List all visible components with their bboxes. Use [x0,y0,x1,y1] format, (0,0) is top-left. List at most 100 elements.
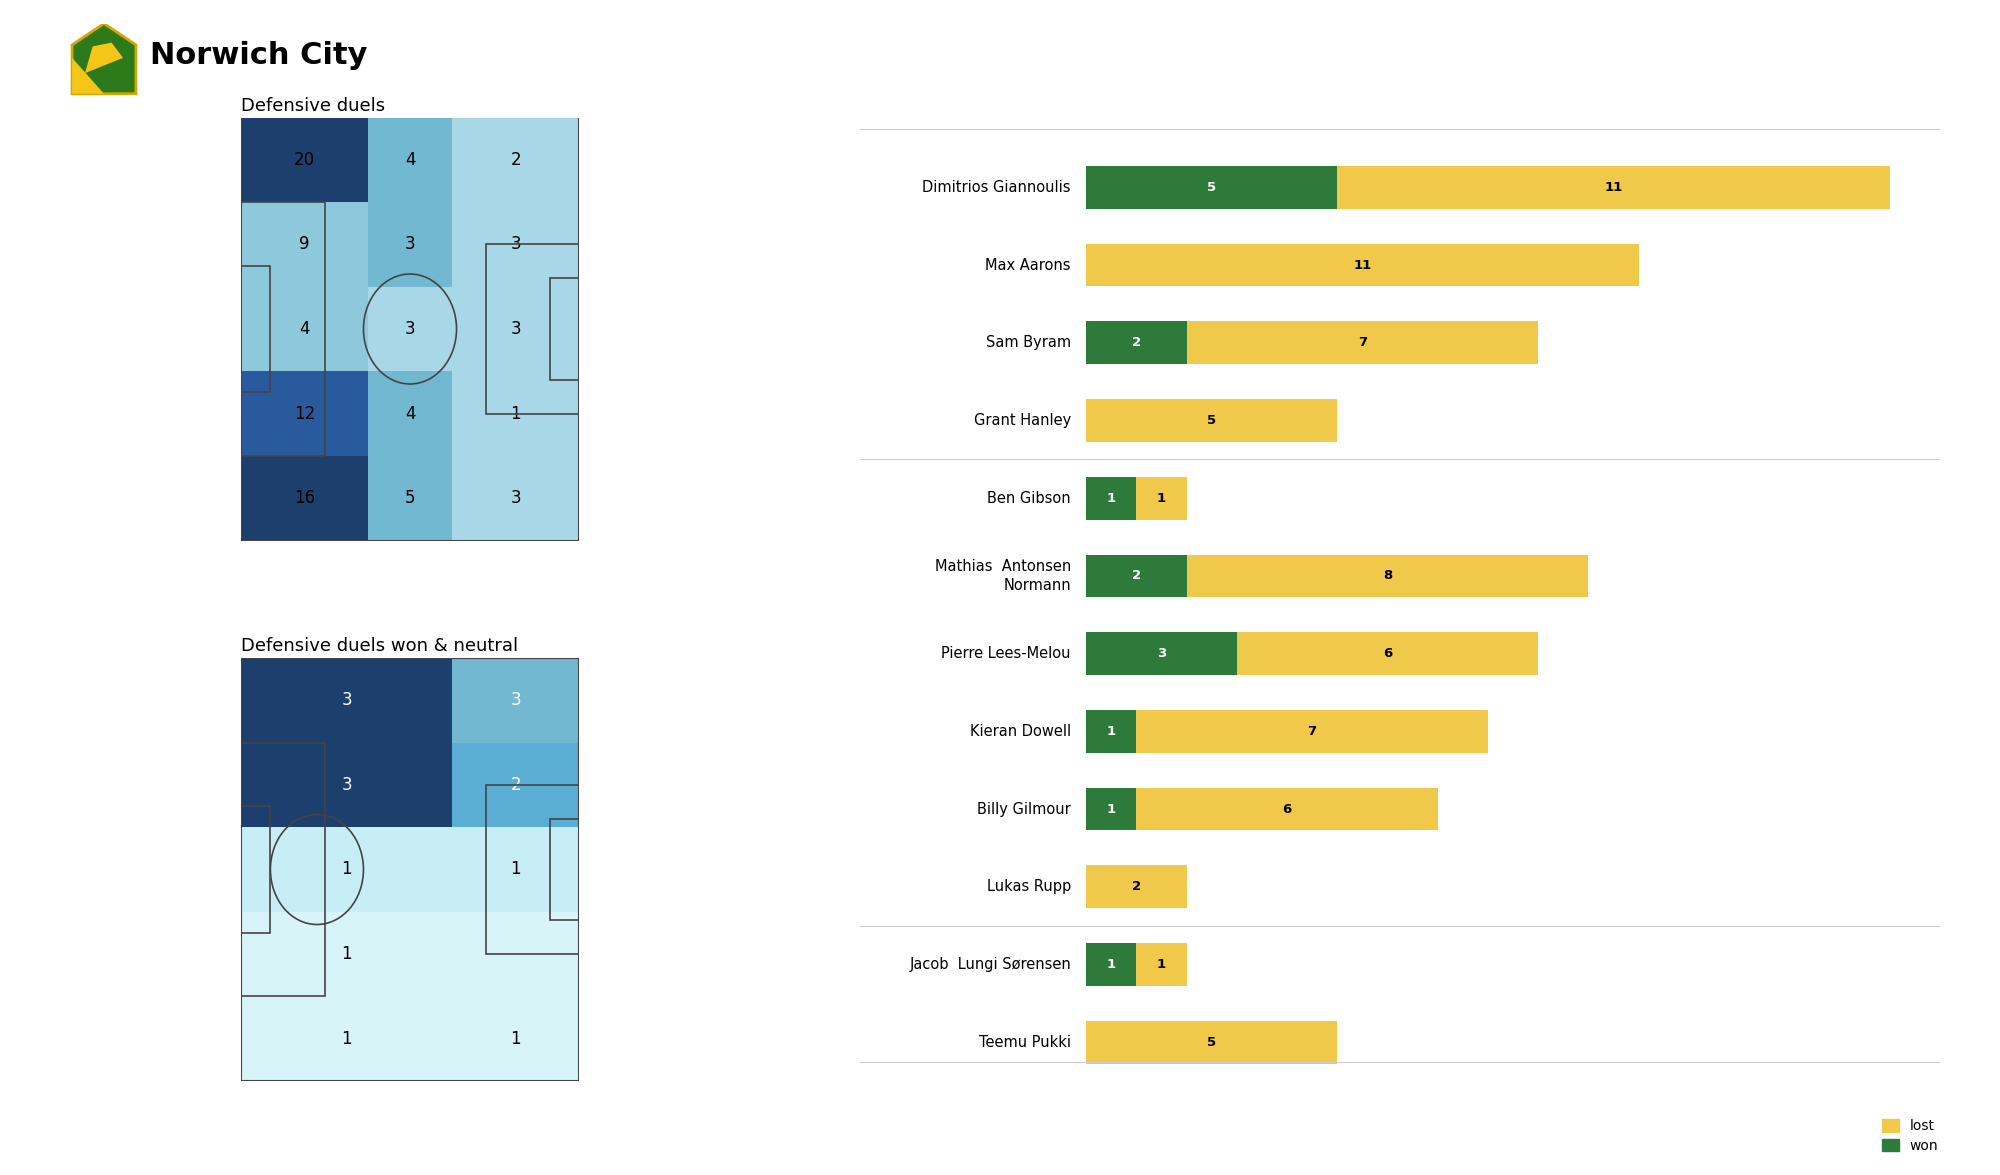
Text: 8: 8 [1382,570,1392,583]
Text: Teemu Pukki: Teemu Pukki [978,1035,1070,1049]
Text: 3: 3 [510,320,522,338]
Text: Lukas Rupp: Lukas Rupp [986,879,1070,894]
Bar [452,118,580,202]
Text: 7: 7 [1358,336,1366,349]
Text: Dimitrios Giannoulis: Dimitrios Giannoulis [922,180,1070,195]
Bar [1086,866,1186,908]
Text: 1: 1 [510,1029,522,1048]
Bar [368,456,452,540]
Bar [240,456,368,540]
Text: Jacob  Lungi Sørensen: Jacob Lungi Sørensen [910,958,1070,972]
Text: Sam Byram: Sam Byram [986,335,1070,350]
Bar [240,806,270,933]
Text: Grant Hanley: Grant Hanley [974,412,1070,428]
Legend: lost, won: lost, won [1876,1114,1944,1159]
Text: 1: 1 [1106,803,1116,815]
Bar [1186,321,1538,364]
Polygon shape [84,42,124,73]
Bar [368,371,452,456]
Bar [452,996,580,1081]
Bar [452,287,580,371]
Text: 1: 1 [1106,491,1116,505]
Text: 1: 1 [1106,725,1116,738]
Text: Billy Gilmour: Billy Gilmour [978,801,1070,817]
Bar [1086,632,1236,674]
Bar [368,118,452,202]
Text: 2: 2 [510,776,522,794]
Text: Pierre Lees-Melou: Pierre Lees-Melou [942,646,1070,662]
Bar [1186,555,1588,597]
Text: 3: 3 [510,691,522,710]
Bar [1136,477,1186,519]
Text: 4: 4 [404,404,416,423]
Text: Defensive duels won & neutral: Defensive duels won & neutral [240,637,518,654]
Text: 5: 5 [404,489,416,508]
Bar [550,278,580,380]
Text: 11: 11 [1604,181,1622,194]
Text: 3: 3 [510,235,522,254]
Bar [452,456,580,540]
Text: 2: 2 [1132,880,1140,893]
Bar [240,287,368,371]
Bar [1086,166,1338,209]
Bar [452,202,580,287]
Bar [240,996,452,1081]
Text: Mathias  Antonsen
Normann: Mathias Antonsen Normann [934,559,1070,592]
Text: 1: 1 [510,404,522,423]
Bar [452,371,580,456]
Text: 5: 5 [1208,181,1216,194]
Text: Kieran Dowell: Kieran Dowell [970,724,1070,739]
Text: 3: 3 [404,320,416,338]
Bar [240,118,368,202]
Text: 2: 2 [510,150,522,169]
Bar [486,785,580,954]
Bar [1086,400,1338,442]
Text: 9: 9 [300,235,310,254]
Text: 2: 2 [1132,570,1140,583]
Bar [1338,166,1890,209]
Bar [240,827,452,912]
Text: 1: 1 [342,860,352,879]
Bar [550,819,580,920]
Text: 1: 1 [510,860,522,879]
Bar [240,743,452,827]
Polygon shape [72,24,136,94]
Text: 3: 3 [404,235,416,254]
Bar [240,912,452,996]
Bar [452,743,580,827]
Text: 3: 3 [1156,647,1166,660]
Text: 3: 3 [510,489,522,508]
Bar [1086,944,1136,986]
Bar [240,371,368,456]
Bar [452,912,580,996]
Text: 5: 5 [1208,1036,1216,1049]
Text: 20: 20 [294,150,314,169]
Bar [1236,632,1538,674]
Polygon shape [72,58,104,94]
Bar [1136,787,1438,831]
Bar [1136,944,1186,986]
Bar [452,827,580,912]
Text: 6: 6 [1282,803,1292,815]
Bar [1086,243,1638,287]
Bar [452,658,580,743]
Text: 4: 4 [300,320,310,338]
Text: Ben Gibson: Ben Gibson [988,491,1070,505]
Bar [1086,477,1136,519]
Text: 3: 3 [342,691,352,710]
Bar [1086,1021,1338,1063]
Text: 12: 12 [294,404,314,423]
Text: 7: 7 [1308,725,1316,738]
Text: 6: 6 [1382,647,1392,660]
Bar [240,202,326,456]
Bar [1086,555,1186,597]
Text: 1: 1 [1156,958,1166,971]
Bar [240,202,368,287]
Text: 3: 3 [342,776,352,794]
Text: 11: 11 [1354,258,1372,271]
Bar [1086,710,1136,753]
Text: 2: 2 [1132,336,1140,349]
Text: 4: 4 [404,150,416,169]
Text: Norwich City: Norwich City [150,41,368,70]
Text: 1: 1 [342,1029,352,1048]
